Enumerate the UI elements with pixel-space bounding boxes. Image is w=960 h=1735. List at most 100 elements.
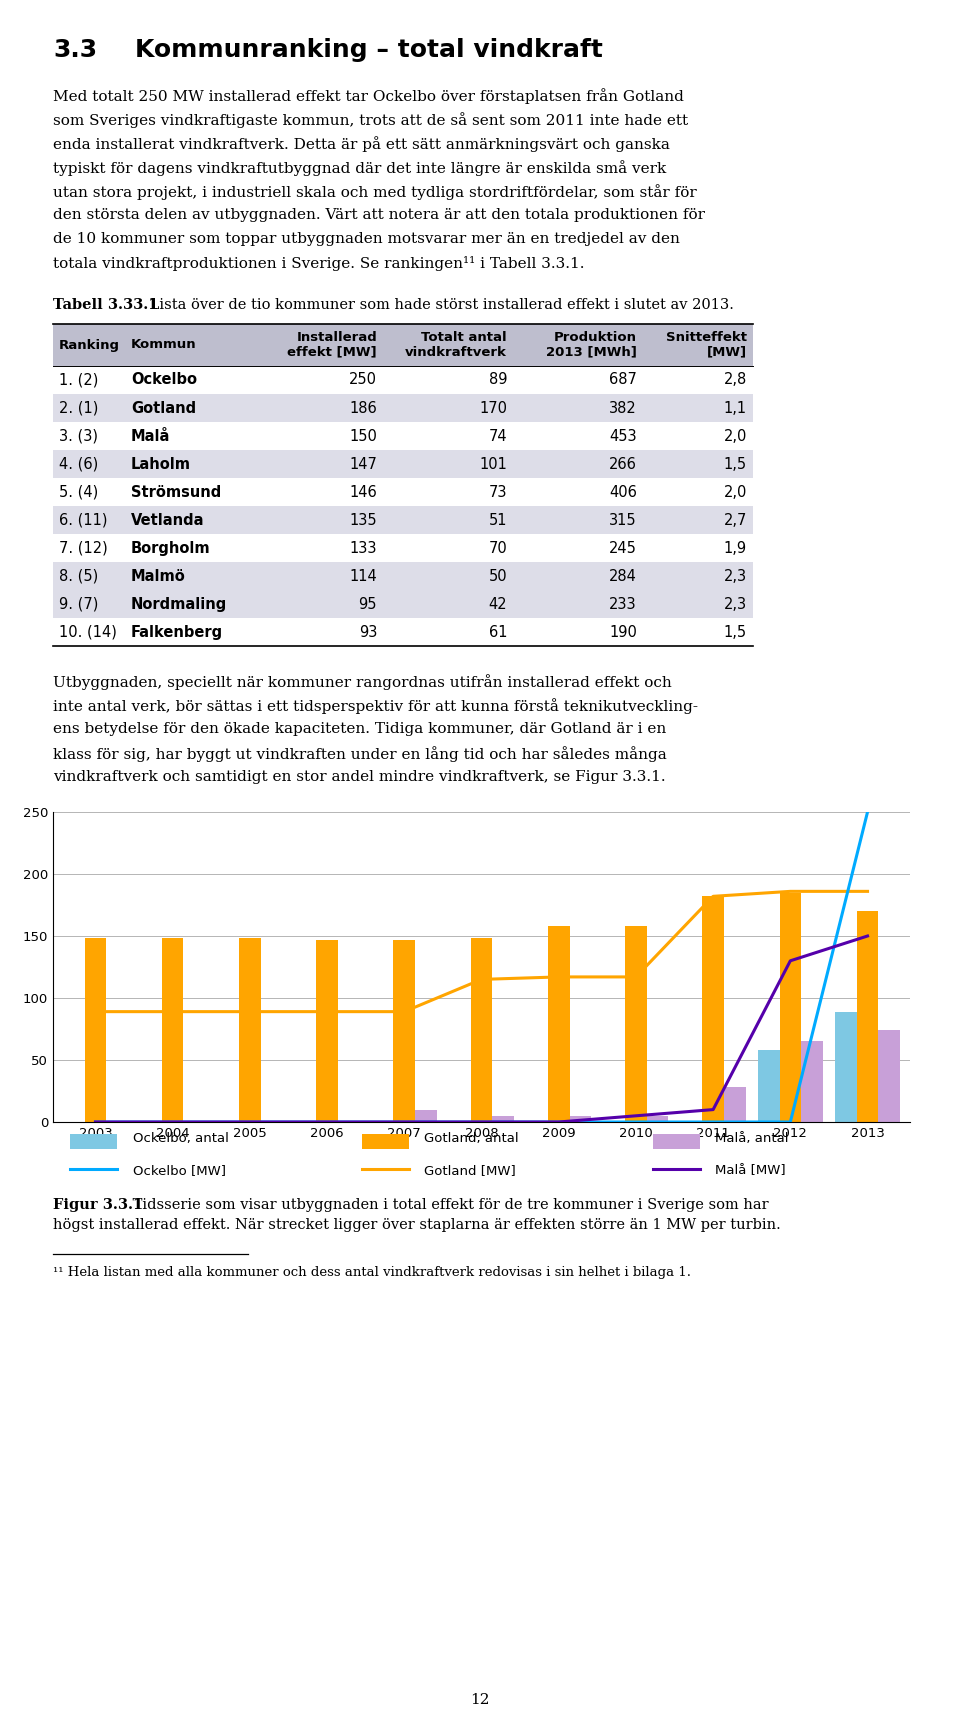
Text: ¹¹ Hela listan med alla kommuner och dess antal vindkraftverk redovisas i sin he: ¹¹ Hela listan med alla kommuner och des…	[53, 1267, 691, 1279]
Malå [MW]	[244, 1112, 255, 1133]
Bar	[53, 449, 753, 479]
Malå [MW]	[553, 1112, 564, 1133]
Text: den största delen av utbyggnaden. Värt att notera är att den totala produktionen: den största delen av utbyggnaden. Värt a…	[53, 208, 705, 222]
Ockelbo [MW]	[244, 1112, 255, 1133]
Text: typiskt för dagens vindkraftutbyggnad där det inte längre är enskilda små verk: typiskt för dagens vindkraftutbyggnad dä…	[53, 160, 666, 175]
Text: 150: 150	[349, 429, 377, 444]
Text: 7. (12): 7. (12)	[59, 541, 108, 555]
Text: 61: 61	[489, 625, 507, 640]
Text: 73: 73	[489, 484, 507, 500]
Gotland [MW]	[630, 966, 641, 987]
Bar	[53, 479, 753, 507]
Text: 8. (5): 8. (5)	[59, 569, 98, 583]
Text: Snitteffekt
[MW]: Snitteffekt [MW]	[666, 331, 747, 359]
Text: 4. (6): 4. (6)	[59, 456, 98, 472]
Text: högst installerad effekt. När strecket ligger över staplarna är effekten större : högst installerad effekt. När strecket l…	[53, 1218, 780, 1232]
Text: Laholm: Laholm	[131, 456, 191, 472]
Bar	[757, 1050, 780, 1123]
Text: Lista över de tio kommuner som hade störst installerad effekt i slutet av 2013.: Lista över de tio kommuner som hade stör…	[145, 298, 733, 312]
Text: 266: 266	[610, 456, 637, 472]
Bar	[548, 926, 569, 1123]
Text: 2,7: 2,7	[724, 512, 747, 527]
Malå [MW]	[784, 951, 796, 972]
Bar	[856, 911, 878, 1123]
Text: 382: 382	[610, 401, 637, 415]
Ockelbo [MW]	[862, 802, 874, 822]
Bar	[835, 1012, 856, 1123]
Text: Malå [MW]: Malå [MW]	[715, 1164, 786, 1176]
Bar	[802, 1041, 823, 1123]
Gotland [MW]	[244, 1001, 255, 1022]
Text: 93: 93	[359, 625, 377, 640]
Text: 687: 687	[610, 373, 637, 387]
Bar	[53, 562, 753, 590]
Bar	[569, 1116, 591, 1123]
Text: 2,3: 2,3	[724, 597, 747, 611]
Ockelbo [MW]	[476, 1112, 488, 1133]
Text: 50: 50	[489, 569, 507, 583]
Text: 114: 114	[349, 569, 377, 583]
Text: inte antal verk, bör sättas i ett tidsperspektiv för att kunna förstå teknikutve: inte antal verk, bör sättas i ett tidspe…	[53, 697, 698, 713]
Bar	[53, 422, 753, 449]
Text: 10. (14): 10. (14)	[59, 625, 117, 640]
Gotland [MW]	[784, 881, 796, 902]
Bar	[625, 926, 647, 1123]
Bar	[53, 590, 753, 618]
Text: Vetlanda: Vetlanda	[131, 512, 204, 527]
Text: 133: 133	[349, 541, 377, 555]
Text: 250: 250	[349, 373, 377, 387]
Bar	[394, 940, 415, 1123]
Gotland [MW]	[862, 881, 874, 902]
Gotland [MW]	[167, 1001, 179, 1022]
Text: 2,8: 2,8	[724, 373, 747, 387]
Bar	[53, 366, 753, 394]
Ockelbo [MW]	[553, 1112, 564, 1133]
Text: Gotland [MW]: Gotland [MW]	[424, 1164, 516, 1176]
Malå [MW]	[476, 1112, 488, 1133]
Malå [MW]	[708, 1100, 719, 1121]
Text: 1. (2): 1. (2)	[59, 373, 98, 387]
Text: 190: 190	[610, 625, 637, 640]
Text: 89: 89	[489, 373, 507, 387]
Text: 1,5: 1,5	[724, 625, 747, 640]
Bar	[53, 618, 753, 645]
Text: 2,0: 2,0	[724, 484, 747, 500]
Text: 2,0: 2,0	[724, 429, 747, 444]
Text: 1,9: 1,9	[724, 541, 747, 555]
Line: Gotland [MW]: Gotland [MW]	[95, 892, 868, 1012]
Ockelbo [MW]	[784, 1112, 796, 1133]
Text: 453: 453	[610, 429, 637, 444]
Text: Med totalt 250 MW installerad effekt tar Ockelbo över förstaplatsen från Gotland: Med totalt 250 MW installerad effekt tar…	[53, 88, 684, 104]
Bar	[703, 897, 724, 1123]
Text: Utbyggnaden, speciellt när kommuner rangordnas utifrån installerad effekt och: Utbyggnaden, speciellt när kommuner rang…	[53, 673, 672, 691]
Malå [MW]	[322, 1112, 333, 1133]
Bar	[653, 1135, 700, 1149]
Text: 233: 233	[610, 597, 637, 611]
Gotland [MW]	[553, 966, 564, 987]
Bar	[415, 1110, 437, 1123]
Malå [MW]	[862, 925, 874, 946]
Text: Tabell 3.33.1: Tabell 3.33.1	[53, 298, 158, 312]
Text: 74: 74	[489, 429, 507, 444]
Text: 406: 406	[610, 484, 637, 500]
Text: 147: 147	[349, 456, 377, 472]
Text: 6. (11): 6. (11)	[59, 512, 108, 527]
Gotland [MW]	[708, 887, 719, 907]
Bar	[362, 1135, 409, 1149]
Malå [MW]	[89, 1112, 101, 1133]
Bar	[53, 507, 753, 534]
Text: 9. (7): 9. (7)	[59, 597, 98, 611]
Text: 146: 146	[349, 484, 377, 500]
Text: 5. (4): 5. (4)	[59, 484, 98, 500]
Ockelbo [MW]	[89, 1112, 101, 1133]
Ockelbo [MW]	[398, 1112, 410, 1133]
Bar	[647, 1116, 668, 1123]
Bar	[53, 324, 753, 366]
Bar	[780, 892, 802, 1123]
Text: Ranking: Ranking	[59, 338, 120, 352]
Malå [MW]	[630, 1105, 641, 1126]
Text: 2,3: 2,3	[724, 569, 747, 583]
Text: Totalt antal
vindkraftverk: Totalt antal vindkraftverk	[405, 331, 507, 359]
Line: Malå [MW]: Malå [MW]	[95, 935, 868, 1123]
Text: Borgholm: Borgholm	[131, 541, 210, 555]
